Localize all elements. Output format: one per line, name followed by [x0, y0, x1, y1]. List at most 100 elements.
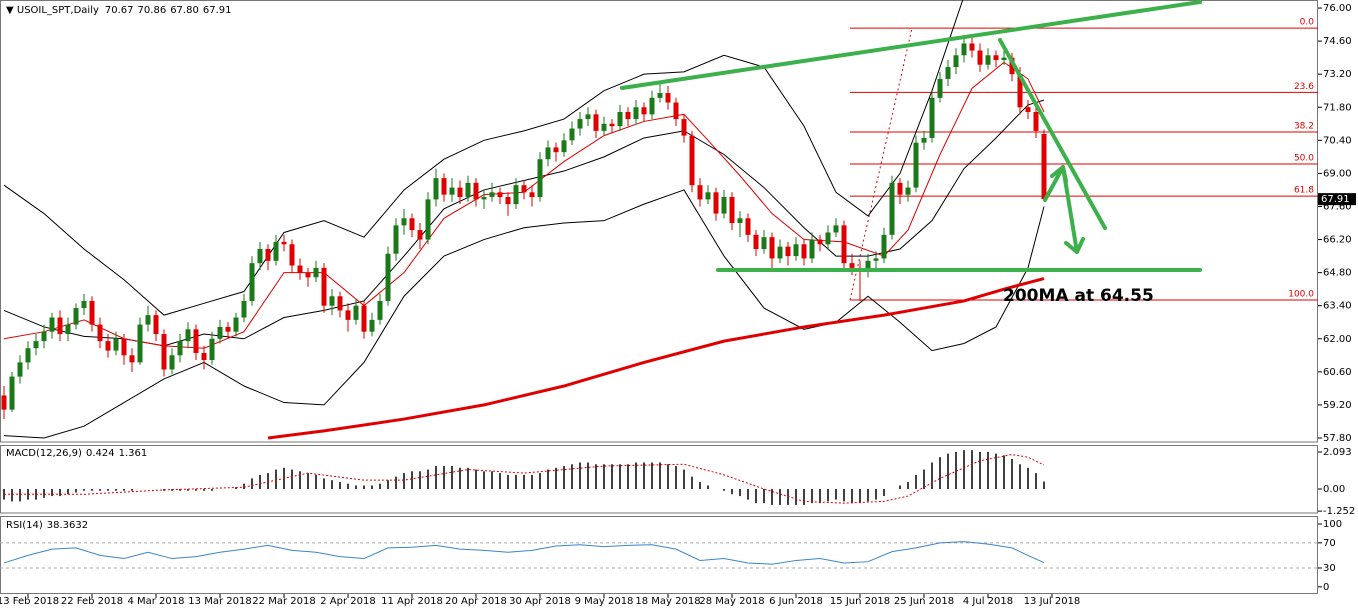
y-tick-label: 100 [1323, 519, 1342, 530]
candle-body [553, 147, 559, 153]
candle-body [609, 123, 615, 127]
candle-body [465, 182, 471, 198]
fib-trend [849, 28, 913, 301]
candle-body [113, 338, 119, 351]
low-label: 67.80 [170, 5, 199, 16]
candle-body [713, 192, 719, 214]
candle-body [769, 237, 775, 259]
x-tick-label: 22 Feb 2018 [61, 596, 123, 607]
x-tick-label: 13 Jul 2018 [1024, 596, 1081, 607]
x-tick-label: 6 Jun 2018 [769, 596, 823, 607]
candle-body [97, 324, 103, 342]
candle-body [129, 355, 135, 363]
candle-body [833, 225, 839, 233]
high-label: 70.86 [138, 5, 167, 16]
y-tick-label: 64.80 [1323, 268, 1352, 279]
x-tick-label: 25 Jun 2018 [894, 596, 954, 607]
rsi-title: RSI(14) [6, 520, 43, 531]
x-tick-label: 18 May 2018 [635, 596, 700, 607]
candle-body [929, 97, 935, 138]
candle-body [505, 197, 511, 205]
candle-body [1041, 133, 1047, 200]
signal-line [4, 454, 1045, 504]
y-tick-label: 2.093 [1323, 447, 1352, 458]
macd-header: MACD(12,26,9) 0.424 1.361 [6, 448, 147, 459]
candle-body [177, 341, 183, 356]
x-tick-label: 4 Jul 2018 [963, 596, 1013, 607]
candle-body [377, 300, 383, 320]
candle-body [281, 241, 287, 245]
candle-body [785, 246, 791, 257]
candle-body [513, 185, 519, 205]
chart-header: ▼ USOIL_SPT,Daily 70.67 70.86 67.80 67.91 [6, 5, 231, 16]
candle-body [721, 197, 727, 214]
y-tick-label: 70.40 [1323, 135, 1352, 146]
candle-body [225, 326, 231, 332]
candle-body [1025, 107, 1031, 112]
candle-body [641, 107, 647, 115]
candle-body [905, 187, 911, 195]
candle-body [993, 55, 999, 61]
candle-body [673, 102, 679, 120]
candle-body [393, 225, 399, 254]
candle-body [265, 248, 271, 261]
candle-body [881, 234, 887, 259]
x-tick-label: 11 Apr 2018 [381, 596, 443, 607]
candle-body [329, 296, 335, 306]
fib-label: 23.6 [1294, 82, 1314, 92]
candle-body [953, 55, 959, 68]
candle-body [25, 348, 31, 363]
candle-body [777, 246, 783, 259]
candle-body [569, 128, 575, 141]
indicator-line [3, 99, 1045, 347]
y-tick-label: 0 [1323, 582, 1329, 593]
candle-body [761, 237, 767, 249]
candle-body [841, 225, 847, 264]
candle-body [417, 230, 423, 240]
open-label: 70.67 [105, 5, 134, 16]
candle-body [801, 244, 807, 259]
candle-body [745, 218, 751, 235]
y-tick-label: 59.20 [1323, 400, 1352, 411]
candle-body [353, 305, 359, 320]
y-tick-label: 0.00 [1323, 484, 1345, 495]
candle-body [577, 119, 583, 129]
x-tick-label: 13 Mar 2018 [188, 596, 251, 607]
candle-body [273, 241, 279, 261]
y-tick-label: 71.80 [1323, 102, 1352, 113]
candle-body [9, 376, 15, 410]
candle-body [409, 218, 415, 231]
trend-annotations [620, 0, 1202, 272]
candle-body [41, 331, 47, 342]
candle-body [105, 341, 111, 351]
candle-body [233, 317, 239, 332]
candle-body [201, 352, 207, 361]
axes: 76.00 74.60 73.20 71.80 70.40 69.00 67.60 66.20… [0, 3, 1356, 607]
candle-body [817, 239, 823, 245]
candle-body [689, 135, 695, 186]
candle-body [977, 50, 983, 65]
rsi-value: 38.3632 [47, 520, 88, 531]
candle-body [49, 317, 55, 332]
candle-body [593, 114, 599, 131]
candle-body [729, 197, 735, 224]
macd-plot [3, 450, 1045, 505]
macd-title: MACD(12,26,9) [6, 448, 82, 459]
candle-body [657, 93, 663, 98]
arrow-head [1050, 165, 1068, 183]
candle-body [473, 182, 479, 200]
fib-label: 100.0 [1288, 290, 1314, 300]
candle-body [585, 114, 591, 120]
indicator-line [267, 277, 1045, 440]
candle-body [337, 296, 343, 311]
candle-body [665, 93, 671, 103]
candle-body [617, 111, 623, 127]
y-tick-label: 63.40 [1323, 301, 1352, 312]
candle-body [313, 267, 319, 278]
candle-body [625, 111, 631, 120]
x-tick-label: 13 Feb 2018 [0, 596, 59, 607]
arrow-head [1064, 237, 1085, 254]
candle-body [985, 55, 991, 65]
